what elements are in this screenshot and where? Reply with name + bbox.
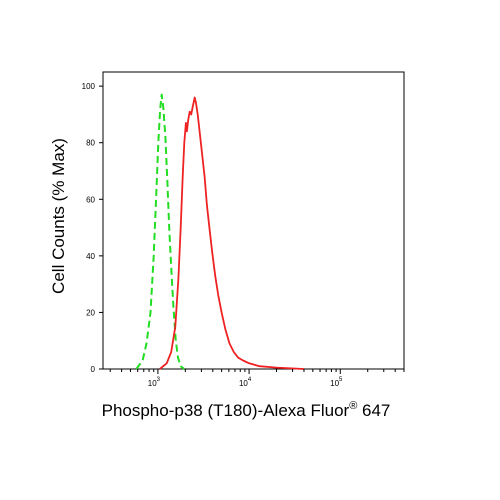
x-tick-label: 103 bbox=[148, 377, 161, 388]
y-tick-label: 80 bbox=[86, 139, 95, 148]
y-tick-label: 40 bbox=[86, 252, 95, 261]
x-axis-title-suffix: 647 bbox=[357, 401, 390, 420]
x-tick-label: 105 bbox=[330, 377, 343, 388]
plot-frame bbox=[102, 71, 405, 370]
histogram-series-2 bbox=[159, 96, 305, 370]
x-axis-title-main: Phospho-p38 (T180)-Alexa Fluor bbox=[102, 401, 350, 420]
y-tick-label: 20 bbox=[86, 308, 95, 317]
y-axis-title: Cell Counts (% Max) bbox=[49, 138, 68, 294]
histogram-series-1 bbox=[135, 93, 185, 370]
y-tick-label: 0 bbox=[91, 365, 96, 374]
y-tick-label: 60 bbox=[86, 195, 95, 204]
y-tick-label: 100 bbox=[82, 82, 96, 91]
x-tick-label: 104 bbox=[239, 377, 252, 388]
x-axis-title: Phospho-p38 (T180)-Alexa Fluor® 647 bbox=[102, 400, 391, 420]
x-axis-title-superscript: ® bbox=[349, 400, 357, 412]
